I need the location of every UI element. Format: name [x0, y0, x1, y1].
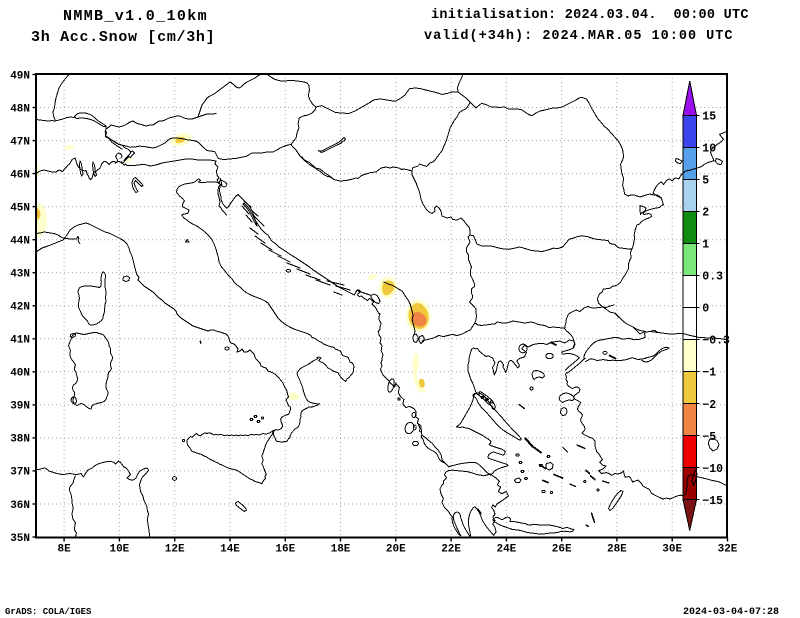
- svg-text:38N: 38N: [10, 434, 30, 446]
- svg-text:2: 2: [702, 207, 709, 220]
- svg-text:−2: −2: [702, 399, 716, 412]
- svg-text:47N: 47N: [10, 136, 30, 148]
- svg-text:42N: 42N: [10, 302, 30, 314]
- svg-text:8E: 8E: [57, 544, 71, 556]
- svg-text:28E: 28E: [607, 544, 627, 556]
- svg-text:44N: 44N: [10, 236, 30, 248]
- svg-text:1: 1: [702, 239, 709, 252]
- svg-text:5: 5: [702, 175, 709, 188]
- svg-text:0: 0: [702, 303, 709, 316]
- svg-text:49N: 49N: [10, 70, 30, 82]
- svg-text:30E: 30E: [662, 544, 682, 556]
- svg-text:20E: 20E: [386, 544, 406, 556]
- svg-text:10: 10: [702, 143, 716, 156]
- svg-text:24E: 24E: [496, 544, 516, 556]
- svg-text:18E: 18E: [331, 544, 351, 556]
- svg-text:12E: 12E: [165, 544, 185, 556]
- svg-text:−1: −1: [702, 367, 716, 380]
- svg-text:−0.3: −0.3: [702, 335, 730, 348]
- svg-text:16E: 16E: [275, 544, 295, 556]
- svg-text:39N: 39N: [10, 401, 30, 413]
- svg-text:0.3: 0.3: [702, 271, 723, 284]
- svg-text:43N: 43N: [10, 269, 30, 281]
- svg-text:46N: 46N: [10, 169, 30, 181]
- svg-text:32E: 32E: [718, 544, 738, 556]
- svg-text:26E: 26E: [552, 544, 572, 556]
- svg-text:41N: 41N: [10, 335, 30, 347]
- svg-text:10E: 10E: [109, 544, 129, 556]
- svg-text:15: 15: [702, 111, 716, 124]
- svg-text:48N: 48N: [10, 103, 30, 115]
- svg-text:−10: −10: [702, 463, 723, 476]
- svg-text:−5: −5: [702, 431, 716, 444]
- svg-text:−15: −15: [702, 495, 723, 508]
- svg-text:40N: 40N: [10, 368, 30, 380]
- svg-text:14E: 14E: [220, 544, 240, 556]
- svg-text:37N: 37N: [10, 467, 30, 479]
- svg-text:22E: 22E: [441, 544, 461, 556]
- svg-text:36N: 36N: [10, 500, 30, 512]
- svg-text:35N: 35N: [10, 533, 30, 545]
- svg-text:45N: 45N: [10, 202, 30, 214]
